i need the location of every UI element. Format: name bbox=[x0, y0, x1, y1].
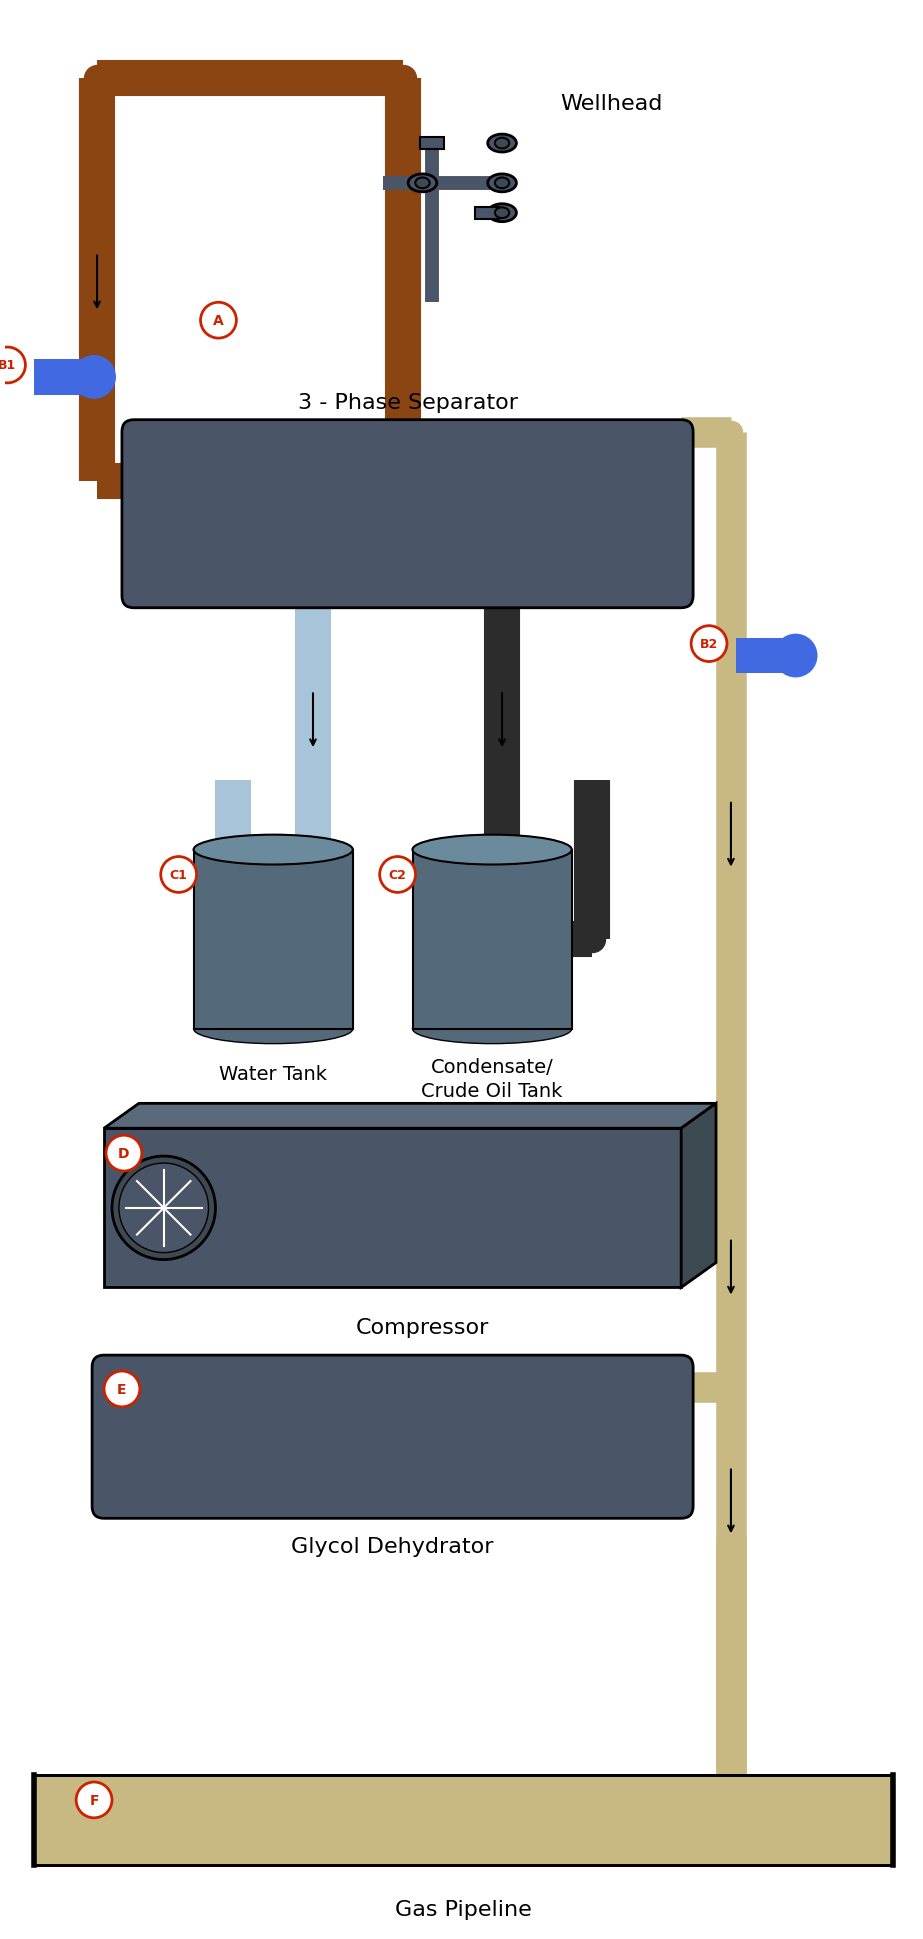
Text: C1: C1 bbox=[170, 869, 187, 882]
FancyBboxPatch shape bbox=[194, 849, 353, 1030]
Text: 3 - Phase Separator: 3 - Phase Separator bbox=[297, 392, 518, 413]
Circle shape bbox=[691, 626, 727, 661]
Ellipse shape bbox=[495, 138, 509, 149]
Ellipse shape bbox=[495, 207, 509, 219]
Text: Gas Pipeline: Gas Pipeline bbox=[395, 1900, 532, 1920]
Text: Wellhead: Wellhead bbox=[560, 95, 663, 114]
Circle shape bbox=[161, 857, 197, 894]
Circle shape bbox=[773, 634, 818, 679]
Ellipse shape bbox=[413, 836, 571, 865]
FancyBboxPatch shape bbox=[92, 1355, 693, 1518]
Circle shape bbox=[106, 1136, 142, 1171]
Circle shape bbox=[200, 302, 236, 339]
FancyBboxPatch shape bbox=[413, 849, 571, 1030]
Circle shape bbox=[0, 347, 26, 384]
Bar bbox=[34, 1774, 893, 1865]
Ellipse shape bbox=[413, 1014, 571, 1043]
FancyBboxPatch shape bbox=[104, 1128, 681, 1287]
Bar bbox=[475, 207, 499, 219]
Circle shape bbox=[72, 357, 116, 399]
Bar bbox=[421, 138, 444, 149]
Ellipse shape bbox=[415, 178, 429, 190]
Circle shape bbox=[104, 1371, 140, 1408]
Polygon shape bbox=[681, 1103, 716, 1287]
Text: A: A bbox=[213, 314, 224, 328]
Text: F: F bbox=[90, 1794, 99, 1807]
Ellipse shape bbox=[487, 206, 516, 223]
Ellipse shape bbox=[194, 1014, 353, 1043]
Text: B2: B2 bbox=[700, 638, 718, 652]
Text: Glycol Dehydrator: Glycol Dehydrator bbox=[292, 1536, 494, 1557]
Circle shape bbox=[119, 1163, 209, 1253]
FancyBboxPatch shape bbox=[122, 421, 693, 609]
Ellipse shape bbox=[194, 836, 353, 865]
Ellipse shape bbox=[487, 175, 516, 192]
Text: E: E bbox=[117, 1383, 126, 1396]
Text: B1: B1 bbox=[0, 359, 17, 372]
Ellipse shape bbox=[487, 136, 516, 153]
Text: Water Tank: Water Tank bbox=[219, 1065, 327, 1084]
FancyBboxPatch shape bbox=[736, 638, 785, 675]
Text: C2: C2 bbox=[389, 869, 406, 882]
Text: D: D bbox=[118, 1146, 129, 1161]
Ellipse shape bbox=[495, 178, 509, 190]
Text: Compressor: Compressor bbox=[355, 1319, 489, 1338]
Circle shape bbox=[112, 1156, 215, 1260]
Circle shape bbox=[77, 1782, 112, 1819]
Text: Condensate/
Crude Oil Tank: Condensate/ Crude Oil Tank bbox=[422, 1057, 563, 1099]
Ellipse shape bbox=[408, 175, 437, 192]
FancyBboxPatch shape bbox=[34, 361, 84, 396]
Polygon shape bbox=[104, 1103, 716, 1128]
Circle shape bbox=[379, 857, 415, 894]
